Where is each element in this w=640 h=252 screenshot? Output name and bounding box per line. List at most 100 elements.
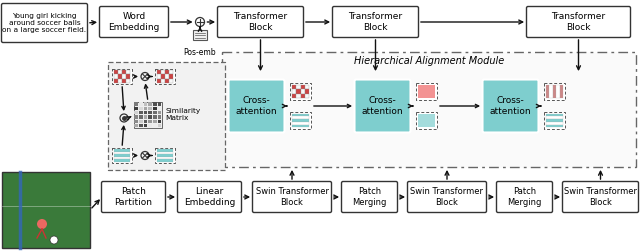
FancyBboxPatch shape	[527, 7, 630, 38]
Bar	[118, 74, 122, 79]
Bar	[126, 70, 130, 74]
Bar	[290, 112, 311, 129]
Text: Swin Transformer
Block: Swin Transformer Block	[255, 187, 328, 207]
Text: Patch
Merging: Patch Merging	[508, 187, 541, 207]
Bar	[139, 124, 143, 128]
Bar	[108, 62, 225, 170]
Bar	[296, 94, 301, 99]
Bar	[126, 74, 130, 79]
Bar	[157, 120, 161, 123]
Bar	[139, 111, 143, 114]
Text: Patch
Partition: Patch Partition	[115, 187, 152, 207]
Bar	[416, 112, 437, 129]
Bar	[126, 79, 130, 83]
Bar	[193, 30, 207, 40]
Bar	[153, 115, 157, 119]
Text: Similarity
Matrix: Similarity Matrix	[165, 109, 200, 121]
Bar	[122, 79, 126, 83]
Bar	[165, 74, 169, 79]
Bar	[546, 84, 549, 99]
Bar	[157, 102, 161, 106]
Bar	[544, 112, 565, 129]
Bar	[157, 124, 161, 128]
FancyBboxPatch shape	[99, 7, 168, 38]
Bar	[157, 111, 161, 114]
Bar	[296, 89, 301, 94]
FancyBboxPatch shape	[355, 79, 410, 133]
Bar	[292, 119, 309, 122]
Bar	[157, 70, 161, 74]
Bar	[546, 122, 563, 125]
Bar	[292, 125, 309, 128]
Bar	[153, 107, 157, 110]
Bar	[148, 107, 152, 110]
Bar	[148, 115, 152, 119]
Text: Young girl kicking
around soccer balls
on a large soccer field.: Young girl kicking around soccer balls o…	[3, 13, 86, 33]
Bar	[112, 69, 132, 84]
Bar	[157, 107, 161, 110]
Bar	[161, 70, 165, 74]
Text: Patch
Merging: Patch Merging	[352, 187, 387, 207]
Bar	[157, 152, 173, 154]
Bar	[112, 148, 132, 163]
Bar	[114, 157, 130, 159]
Bar	[139, 115, 143, 119]
Text: Linear
Embedding: Linear Embedding	[184, 187, 235, 207]
Bar	[549, 84, 553, 99]
Bar	[153, 124, 157, 128]
Bar	[416, 83, 437, 100]
Bar	[546, 125, 563, 128]
Bar	[292, 89, 296, 94]
Circle shape	[37, 219, 47, 229]
Bar	[114, 70, 118, 74]
Bar	[134, 120, 138, 123]
Bar	[305, 84, 309, 89]
Bar	[292, 84, 296, 89]
Bar	[118, 70, 122, 74]
Bar	[301, 84, 305, 89]
Bar	[148, 111, 152, 114]
Bar	[165, 79, 169, 83]
Bar	[155, 148, 175, 163]
Bar	[292, 114, 309, 116]
Text: Swin Transformer
Block: Swin Transformer Block	[410, 187, 483, 207]
Bar	[546, 116, 563, 119]
Bar	[546, 114, 563, 116]
Bar	[305, 89, 309, 94]
Circle shape	[50, 236, 58, 244]
Text: Pos-emb: Pos-emb	[184, 48, 216, 57]
Bar	[305, 94, 309, 99]
Bar	[114, 79, 118, 83]
Text: Cross-
attention: Cross- attention	[362, 96, 403, 116]
Bar	[301, 89, 305, 94]
Bar	[134, 102, 138, 106]
Bar	[157, 79, 161, 83]
Bar	[544, 83, 565, 100]
Bar	[114, 154, 130, 157]
Bar	[157, 157, 173, 159]
Bar	[157, 115, 161, 119]
FancyBboxPatch shape	[563, 181, 639, 212]
FancyBboxPatch shape	[342, 181, 397, 212]
Bar	[161, 74, 165, 79]
Bar	[296, 84, 301, 89]
Bar	[153, 111, 157, 114]
Bar	[114, 74, 118, 79]
Bar	[134, 115, 138, 119]
Bar	[153, 102, 157, 106]
Bar	[122, 74, 126, 79]
Text: Cross-
attention: Cross- attention	[490, 96, 531, 116]
Bar	[165, 70, 169, 74]
Bar	[418, 84, 435, 99]
FancyBboxPatch shape	[228, 79, 285, 133]
Bar	[292, 116, 309, 119]
Bar	[2, 172, 90, 248]
FancyBboxPatch shape	[218, 7, 303, 38]
Bar	[553, 84, 556, 99]
Bar	[157, 74, 161, 79]
Bar	[134, 107, 138, 110]
FancyBboxPatch shape	[1, 4, 88, 43]
Bar	[301, 94, 305, 99]
Bar	[155, 69, 175, 84]
Bar	[148, 102, 152, 106]
